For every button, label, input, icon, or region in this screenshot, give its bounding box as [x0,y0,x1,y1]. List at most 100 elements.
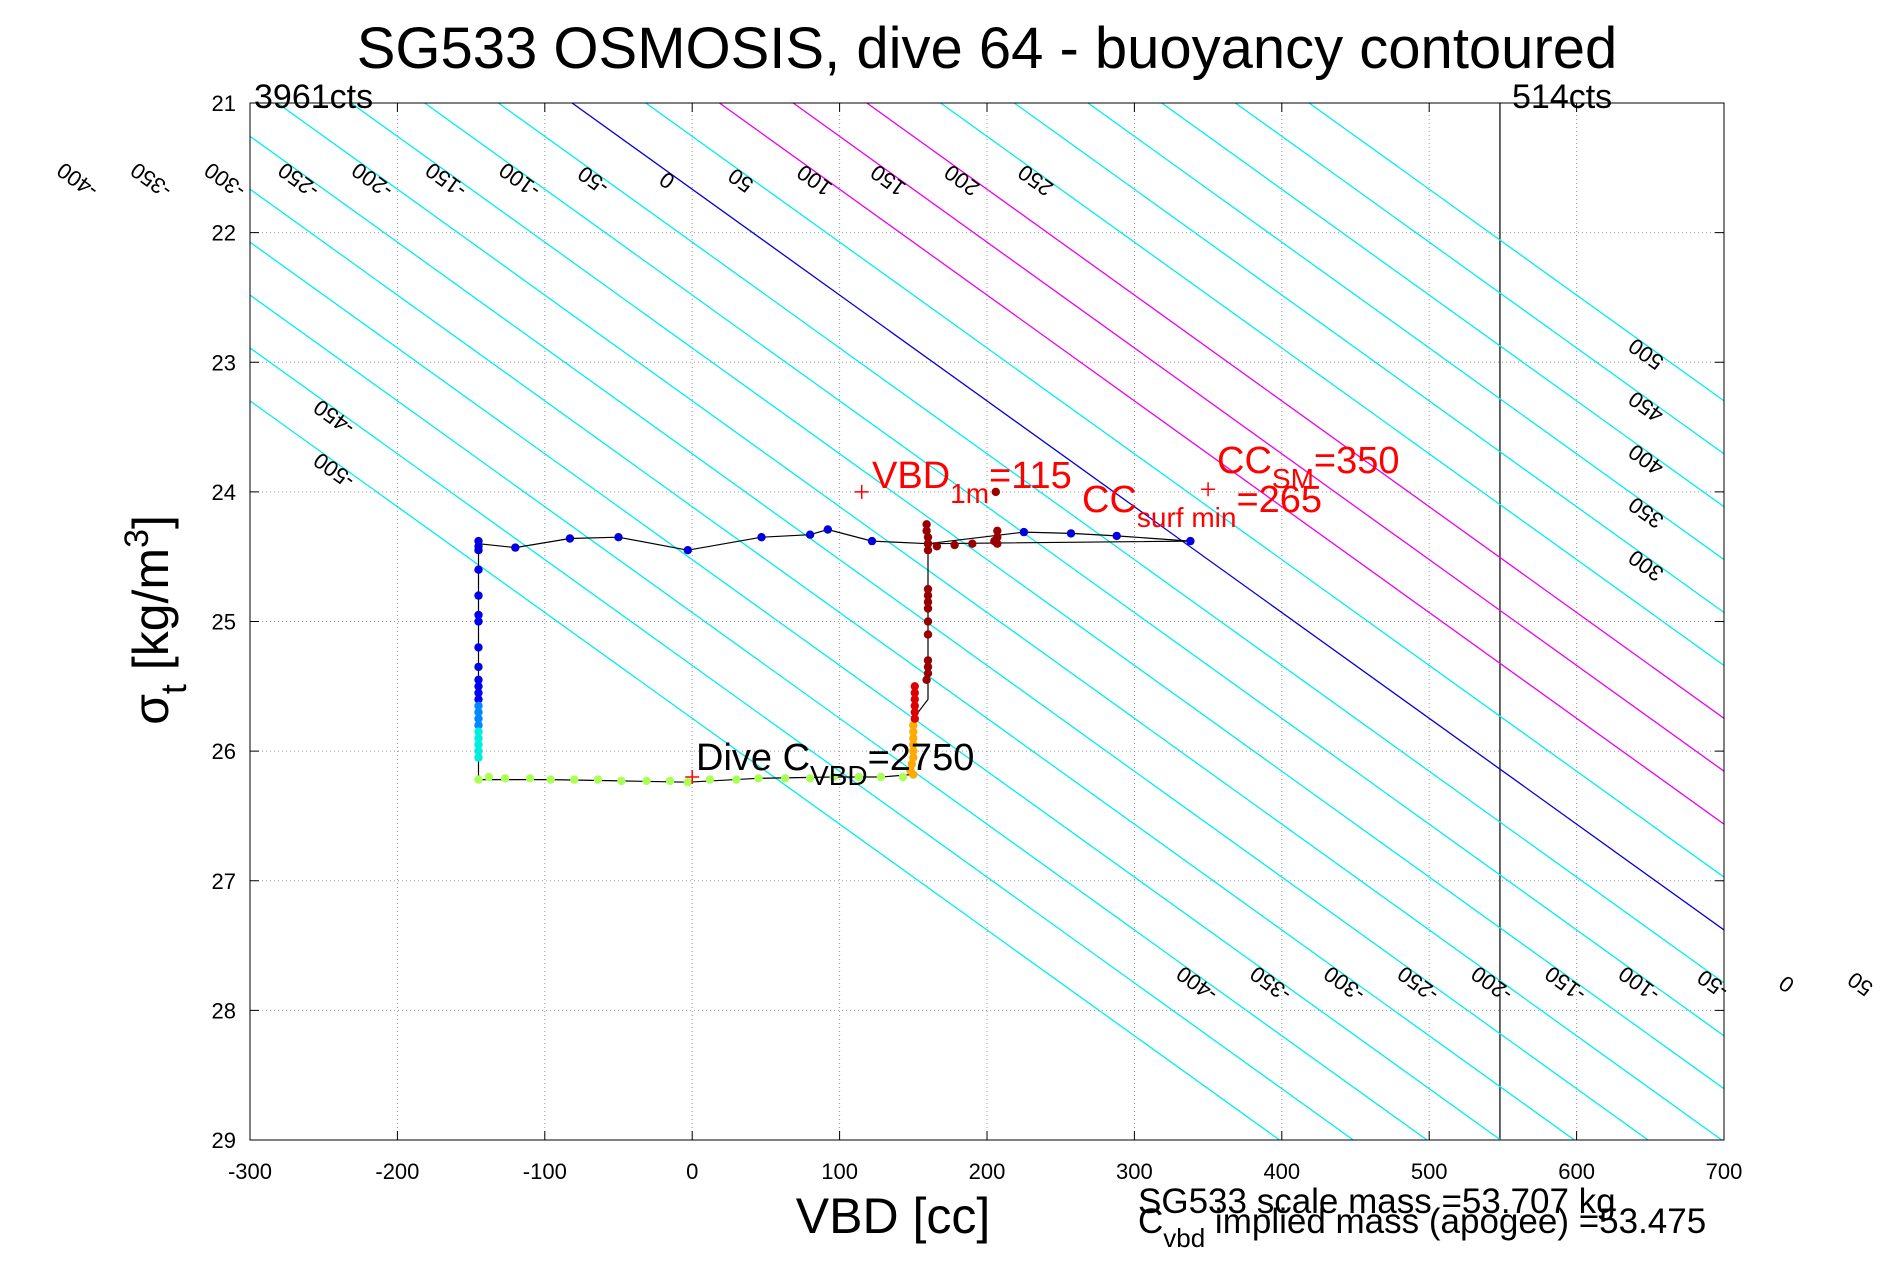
contour-line [571,103,1724,931]
data-point [474,753,483,762]
data-point [909,734,918,743]
data-point [923,662,933,672]
data-point [829,772,838,782]
y-tick-label: 27 [212,869,236,894]
data-point [805,774,815,783]
implied-mass-text: Cvbd implied mass (apogee) =53.475 [1138,1202,1706,1253]
contour-line [276,103,1723,1140]
data-point [474,746,483,756]
data-point [876,772,886,782]
data-point [683,546,692,555]
data-point [922,520,931,529]
x-axis-ticks: -300 -200 -100 0 100 200 300 400 500 600 700 [228,103,1742,1184]
data-point [565,534,575,543]
data-point [642,776,651,786]
plus-marker [685,770,700,785]
x-axis-label: VBD [cc] [796,1188,990,1244]
data-point [474,714,483,723]
contour-line [940,103,1724,667]
data-point [474,734,483,743]
data-point [805,530,815,539]
y-tick-label: 25 [212,610,236,635]
data-point [923,604,933,613]
contour-line [250,400,1280,1140]
left-count-label: 3961cts [254,78,373,116]
data-point [780,774,790,783]
data-point [474,610,483,620]
y-tick-label: 21 [212,91,236,116]
x-tick-label: -100 [523,1159,567,1184]
x-tick-label: -300 [228,1159,272,1184]
data-point [923,546,933,555]
data-point [754,774,763,783]
data-point [593,775,603,784]
data-point [950,540,959,550]
y-tick-label: 26 [212,739,236,764]
data-point [923,617,933,626]
data-point [909,746,918,756]
contour-line [866,103,1724,720]
data-point [910,682,919,691]
data-point [909,740,918,749]
x-tick-label: 200 [969,1159,1006,1184]
data-point [484,772,493,782]
chart-title: SG533 OSMOSIS, dive 64 - buoyancy contou… [357,16,1618,81]
x-tick-label: 100 [821,1159,858,1184]
data-points [474,487,1195,787]
contour-line [1013,103,1724,614]
data-point [474,695,483,704]
data-point [525,774,535,783]
data-point [909,770,918,779]
data-point [968,539,977,548]
data-point [474,675,483,684]
contour-line [497,103,1724,984]
data-point [993,539,1002,548]
contour-line [645,103,1724,878]
data-point [993,533,1002,542]
data-point [474,682,483,691]
data-point [823,525,832,534]
data-point [474,546,483,555]
contour-line [250,347,1354,1140]
reference-markers [685,482,1216,785]
plus-marker [1201,482,1216,497]
cc-surf-min-annotation: CCsurf min=265 [1082,479,1322,533]
data-point [923,584,933,594]
contour-line [1234,103,1724,455]
data-point [923,591,933,600]
data-point [923,630,933,639]
data-point [683,778,692,787]
data-point [546,775,555,784]
data-point [474,721,483,730]
data-point [474,565,483,574]
y-tick-label: 22 [212,221,236,246]
data-point [474,727,483,736]
x-tick-label: 400 [1263,1159,1300,1184]
data-point [474,662,483,672]
data-point [867,536,877,546]
contour-line [350,103,1724,1090]
data-point [991,487,1000,497]
contour-line [719,103,1724,825]
buoyancy-contours [250,103,1724,1140]
data-point [665,776,675,786]
data-point [909,727,918,736]
scale-mass-text: SG533 scale mass =53.707 kg [1138,1182,1616,1221]
x-tick-label: 700 [1706,1159,1743,1184]
y-tick-label: 28 [212,998,236,1023]
data-point [474,688,483,697]
data-point [474,775,483,784]
contour-line [1087,103,1724,561]
data-point [500,774,510,783]
x-tick-label: 500 [1411,1159,1448,1184]
x-tick-label: 600 [1558,1159,1595,1184]
contour-line [792,103,1724,773]
data-point [1112,531,1121,541]
data-point [923,597,933,607]
contour-line [250,241,1502,1140]
x-tick-label: -200 [375,1159,419,1184]
data-point [907,759,916,769]
data-point [923,533,933,542]
x-tick-label: 0 [686,1159,698,1184]
